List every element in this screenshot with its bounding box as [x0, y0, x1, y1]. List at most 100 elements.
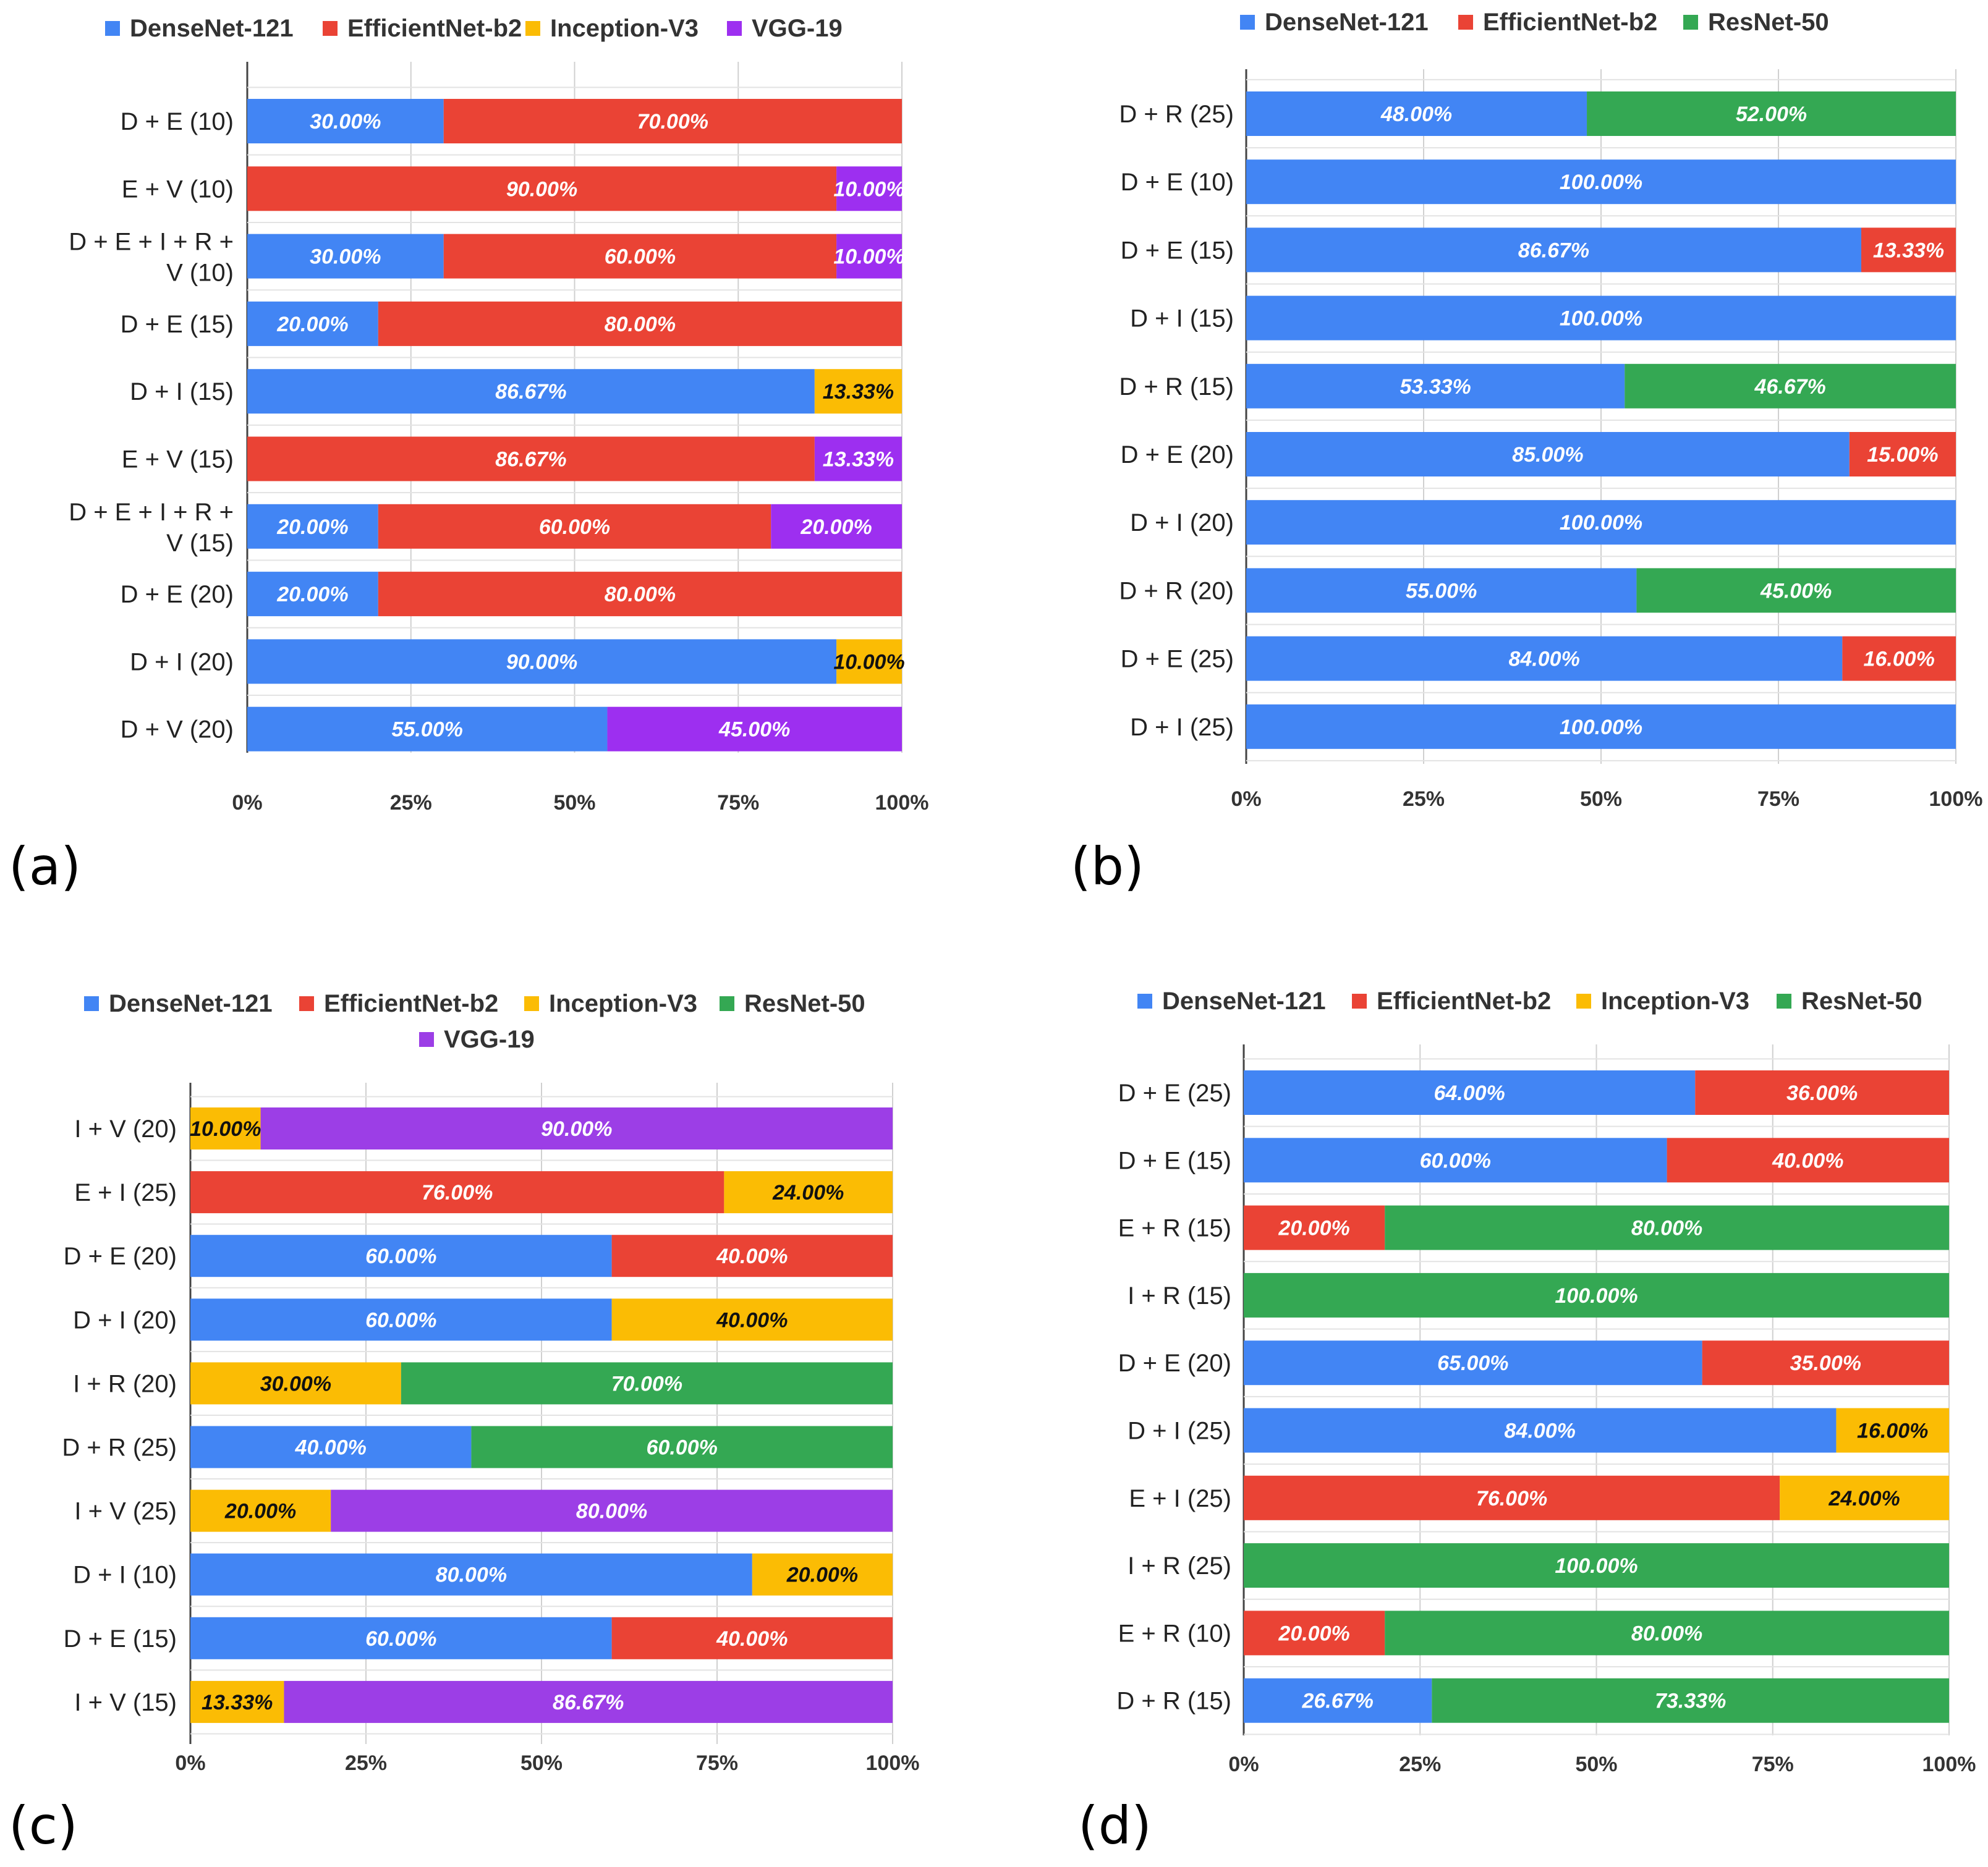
chart-c-group: 0% 25% 50% 75% 100% 10.00% 90.00% I + V (20) 76.…	[62, 990, 919, 1775]
chart-d-legend-swatch-efficientnet-b2	[1352, 994, 1367, 1009]
chart-b-data-label: 48.00%	[1380, 103, 1452, 126]
panel-label-b: (b)	[1071, 836, 1144, 897]
chart-a-data-label: 30.00%	[310, 245, 381, 269]
chart-a-bar-efficientnet-b2	[378, 504, 771, 549]
chart-d-legend-swatch-densenet-121	[1137, 994, 1152, 1009]
chart-c-legend-label-vgg-19: VGG-19	[444, 1026, 535, 1053]
chart-c-data-label: 60.00%	[365, 1627, 436, 1651]
chart-d-data-label: 35.00%	[1790, 1352, 1861, 1375]
chart-b-data-label: 13.33%	[1873, 239, 1944, 262]
chart-c-data-label: 20.00%	[786, 1564, 858, 1587]
chart-c-bar-inception-v3	[190, 1680, 284, 1723]
chart-d-legend-label-inception-v3: Inception-V3	[1601, 988, 1749, 1015]
chart-d-category-label: D + E (25)	[1118, 1080, 1231, 1107]
chart-d-category-label: D + E (15)	[1118, 1147, 1231, 1174]
chart-d-data-label: 100.00%	[1555, 1554, 1638, 1578]
chart-a-data-label: 90.00%	[506, 177, 577, 201]
chart-d-bar-densenet-121	[1244, 1678, 1432, 1723]
chart-a-bar-inception-v3	[814, 369, 902, 414]
chart-d-bar-densenet-121	[1244, 1070, 1696, 1115]
chart-b-category-label: D + R (25)	[1119, 101, 1234, 128]
chart-a-bar-densenet-121	[247, 234, 444, 279]
chart-c-data-label: 76.00%	[422, 1181, 493, 1204]
chart-a-data-label: 20.00%	[276, 583, 348, 606]
chart-b-category-label: D + I (25)	[1130, 714, 1234, 741]
chart-a-bar-densenet-121	[247, 639, 837, 684]
chart-d-category-label: E + I (25)	[1129, 1485, 1231, 1512]
chart-a-bar-efficientnet-b2	[443, 234, 837, 279]
chart-b-legend-swatch-efficientnet-b2	[1458, 15, 1473, 30]
chart-d-data-label: 65.00%	[1437, 1352, 1508, 1375]
chart-d-legend-swatch-inception-v3	[1576, 994, 1591, 1009]
chart-d-bar-densenet-121	[1244, 1408, 1837, 1453]
chart-c-data-label: 40.00%	[716, 1627, 788, 1651]
chart-c-legend-swatch-densenet-121	[84, 996, 99, 1011]
chart-b-legend-label-densenet-121: DenseNet-121	[1265, 9, 1429, 36]
chart-b-data-label: 85.00%	[1512, 443, 1583, 467]
chart-c-data-label: 40.00%	[295, 1436, 367, 1460]
chart-a-category-label: D + E (10)	[121, 108, 234, 135]
chart-c-bar-inception-v3	[752, 1553, 893, 1596]
chart-a-data-label: 10.00%	[833, 177, 904, 201]
chart-a-category-label: V (10)	[166, 260, 234, 287]
chart-d-data-label: 26.67%	[1301, 1690, 1373, 1713]
chart-b-bar-densenet-121	[1246, 363, 1625, 409]
chart-b-category-label: D + R (20)	[1119, 577, 1234, 604]
chart-c-bar-densenet-121	[190, 1298, 612, 1341]
chart-c-category-label: D + I (20)	[73, 1306, 177, 1334]
chart-a-data-label: 55.00%	[392, 718, 463, 742]
chart-d-bar-densenet-121	[1244, 1138, 1667, 1183]
chart-b-bar-resnet-50	[1625, 363, 1956, 409]
chart-c-bar-densenet-121	[190, 1235, 612, 1277]
chart-c-data-label: 80.00%	[436, 1564, 507, 1587]
chart-b-x-tick-label: 25%	[1403, 787, 1445, 811]
chart-d-data-label: 20.00%	[1278, 1622, 1349, 1645]
chart-d-data-label: 16.00%	[1857, 1420, 1928, 1443]
chart-a-data-label: 86.67%	[495, 380, 566, 404]
chart-c-bar-densenet-121	[190, 1553, 752, 1596]
chart-c-bar-inception-v3	[190, 1489, 331, 1532]
chart-a-category-label: E + V (15)	[122, 446, 234, 473]
chart-c-x-tick-label: 75%	[696, 1751, 738, 1775]
chart-a-category-label: D + E + I + R +	[69, 229, 234, 256]
chart-c-bar-efficientnet-b2	[611, 1235, 893, 1277]
chart-d-bar-efficientnet-b2	[1244, 1475, 1780, 1520]
chart-a-bar-vgg-19	[836, 166, 902, 211]
chart-b-legend-swatch-densenet-121	[1240, 15, 1255, 30]
chart-d-legend-swatch-resnet-50	[1777, 994, 1791, 1009]
chart-a-bar-efficientnet-b2	[247, 436, 815, 481]
chart-a-data-label: 60.00%	[605, 245, 676, 269]
chart-b-category-label: D + I (15)	[1130, 305, 1234, 332]
chart-c-bar-densenet-121	[190, 1617, 612, 1659]
chart-a-bar-efficientnet-b2	[378, 572, 902, 617]
chart-c-legend-swatch-inception-v3	[524, 996, 539, 1011]
chart-c-data-label: 60.00%	[365, 1308, 436, 1332]
chart-a-legend-swatch-densenet-121	[105, 21, 120, 36]
panel-label-d: (d)	[1078, 1795, 1152, 1856]
chart-c-bar-inception-v3	[724, 1171, 893, 1214]
chart-a-x-tick-label: 75%	[717, 791, 759, 815]
chart-b-x-tick-label: 50%	[1580, 787, 1622, 811]
chart-d-bar-efficientnet-b2	[1244, 1205, 1385, 1250]
chart-b-x-tick-label: 100%	[1929, 787, 1983, 811]
chart-b-data-label: 86.67%	[1518, 239, 1589, 262]
chart-d-category-label: I + R (15)	[1128, 1282, 1231, 1310]
chart-d-x-tick-label: 75%	[1752, 1753, 1794, 1776]
chart-b-category-label: D + E (25)	[1121, 646, 1234, 673]
chart-d-category-label: I + R (25)	[1128, 1552, 1231, 1580]
chart-a-category-label: D + I (15)	[130, 378, 234, 405]
chart-b-category-label: D + E (15)	[1121, 237, 1234, 264]
panel-label-c: (c)	[9, 1795, 78, 1856]
chart-a-bar-efficientnet-b2	[378, 301, 902, 346]
chart-a-legend-label-densenet-121: DenseNet-121	[130, 15, 294, 42]
chart-c-data-label: 90.00%	[541, 1117, 612, 1141]
chart-a-legend-label-vgg-19: VGG-19	[752, 15, 843, 42]
chart-a-category-label: D + I (20)	[130, 648, 234, 675]
chart-a-category-label: V (15)	[166, 530, 234, 557]
chart-d-data-label: 60.00%	[1420, 1149, 1491, 1172]
chart-a-category-label: D + E (20)	[121, 581, 234, 608]
chart-a-data-label: 20.00%	[276, 313, 348, 336]
chart-d-data-label: 73.33%	[1655, 1690, 1726, 1713]
